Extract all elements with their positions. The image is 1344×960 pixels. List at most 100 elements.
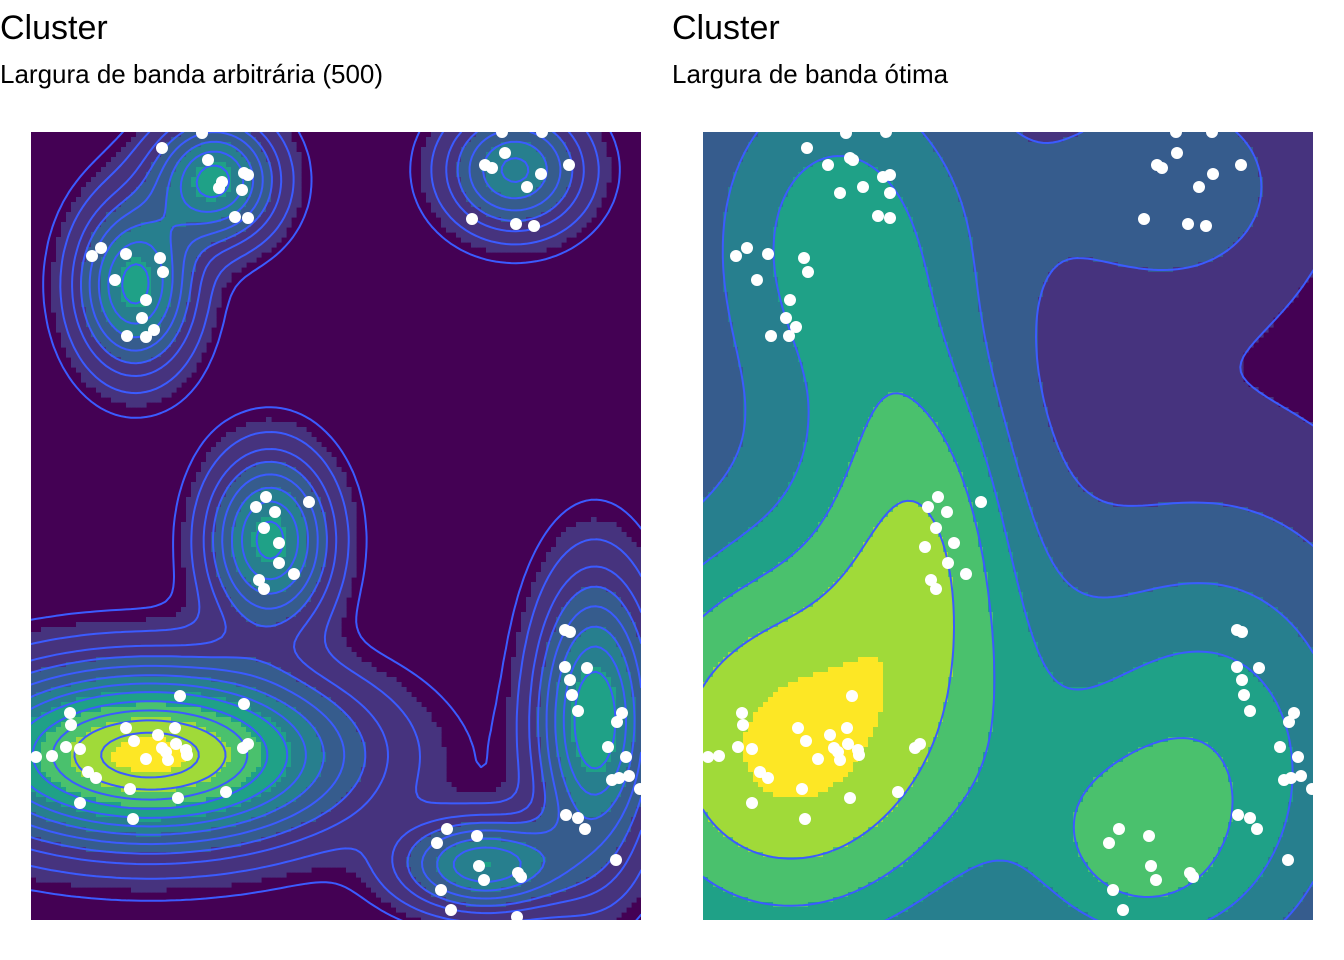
data-point — [303, 496, 315, 508]
data-point — [1274, 741, 1286, 753]
data-point — [1138, 213, 1150, 225]
data-point — [1238, 689, 1250, 701]
data-point — [435, 884, 447, 896]
data-point — [74, 743, 86, 755]
data-point — [152, 729, 164, 741]
density-plot — [703, 132, 1313, 920]
data-point — [535, 168, 547, 180]
data-point — [273, 557, 285, 569]
data-point — [473, 860, 485, 872]
data-point — [960, 568, 972, 580]
data-point — [566, 689, 578, 701]
data-point — [581, 662, 593, 674]
density-plot — [31, 132, 641, 920]
data-point — [801, 142, 813, 154]
data-point — [1113, 823, 1125, 835]
data-point — [229, 211, 241, 223]
data-point — [1295, 770, 1307, 782]
data-point — [1283, 716, 1295, 728]
data-point — [941, 506, 953, 518]
data-point — [431, 837, 443, 849]
data-point — [780, 312, 792, 324]
data-point — [515, 871, 527, 883]
data-point — [762, 248, 774, 260]
data-point — [842, 738, 854, 750]
data-point — [258, 583, 270, 595]
data-point — [288, 568, 300, 580]
data-point — [156, 142, 168, 154]
data-point — [942, 557, 954, 569]
data-point — [65, 719, 77, 731]
data-point — [799, 813, 811, 825]
data-point — [466, 213, 478, 225]
data-point — [800, 735, 812, 747]
data-point — [751, 274, 763, 286]
data-point — [528, 220, 540, 232]
data-point — [796, 783, 808, 795]
data-point — [1193, 181, 1205, 193]
data-point — [1207, 168, 1219, 180]
data-point — [1282, 854, 1294, 866]
data-point — [564, 674, 576, 686]
data-point — [623, 770, 635, 782]
data-point — [606, 774, 618, 786]
data-point — [238, 698, 250, 710]
data-point — [930, 522, 942, 534]
data-point — [572, 812, 584, 824]
data-point — [120, 248, 132, 260]
data-point — [60, 741, 72, 753]
data-point — [932, 491, 944, 503]
data-point — [260, 491, 272, 503]
data-point — [1145, 860, 1157, 872]
data-point — [1292, 751, 1304, 763]
data-point — [620, 751, 632, 763]
data-point — [273, 537, 285, 549]
data-point — [242, 169, 254, 181]
data-point — [1117, 904, 1129, 916]
data-point — [1107, 884, 1119, 896]
data-point — [478, 874, 490, 886]
data-point — [741, 242, 753, 254]
data-point — [834, 754, 846, 766]
data-point — [136, 312, 148, 324]
data-point — [853, 749, 865, 761]
data-point — [1244, 812, 1256, 824]
data-point — [441, 823, 453, 835]
data-point — [611, 716, 623, 728]
data-point — [64, 707, 76, 719]
density-fill — [703, 132, 1313, 920]
data-point — [1235, 159, 1247, 171]
data-point — [884, 187, 896, 199]
data-point — [169, 722, 181, 734]
data-point — [90, 772, 102, 784]
data-point — [1156, 162, 1168, 174]
data-point — [236, 184, 248, 196]
data-point — [1187, 871, 1199, 883]
data-point — [919, 541, 931, 553]
data-point — [844, 792, 856, 804]
data-point — [877, 171, 889, 183]
data-point — [765, 330, 777, 342]
data-point — [783, 330, 795, 342]
data-point — [822, 159, 834, 171]
data-point — [1231, 661, 1243, 673]
chart-title: Cluster — [672, 8, 780, 48]
data-point — [157, 266, 169, 278]
data-point — [892, 786, 904, 798]
data-point — [834, 187, 846, 199]
data-point — [1253, 662, 1265, 674]
data-point — [602, 741, 614, 753]
data-point — [471, 830, 483, 842]
data-point — [563, 159, 575, 171]
data-point — [250, 501, 262, 513]
data-point — [170, 738, 182, 750]
data-point — [572, 705, 584, 717]
data-point — [95, 242, 107, 254]
data-point — [713, 750, 725, 762]
data-point — [120, 722, 132, 734]
chart-panel-right: Cluster Largura de banda ótima — [672, 0, 1332, 960]
data-point — [732, 741, 744, 753]
data-point — [121, 330, 133, 342]
data-point — [564, 626, 576, 638]
data-point — [762, 772, 774, 784]
